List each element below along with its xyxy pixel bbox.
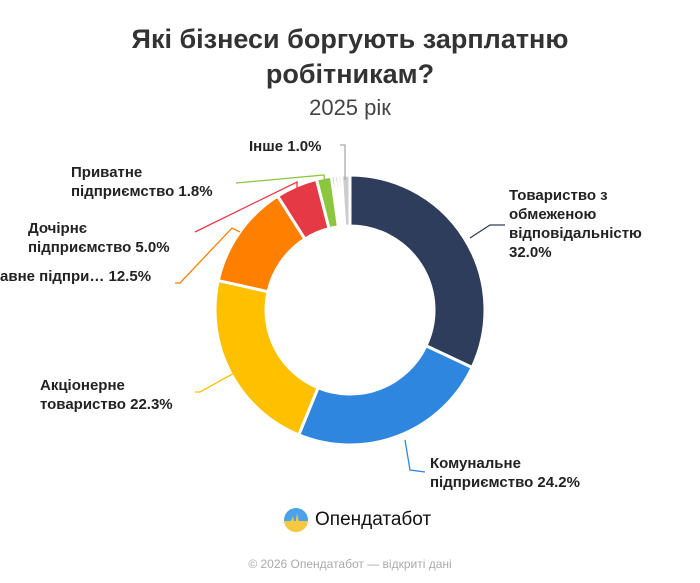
- donut-slice-1: [297, 344, 474, 447]
- label-jsc: Акціонерне товариство 22.3%: [40, 377, 173, 413]
- label-state: авне підпри… 12.5%: [0, 268, 152, 285]
- leader-line-6: [340, 144, 346, 180]
- chart-title: Які бізнеси боргують зарплатню робітника…: [0, 22, 700, 92]
- donut-slice-9: [340, 173, 352, 228]
- donut-slice-2: [213, 279, 320, 437]
- label-subsidiary: Дочірнє підприємство 5.0%: [28, 220, 170, 256]
- label-communal: Комунальне підприємство 24.2%: [430, 455, 580, 491]
- footer: © 2026 Опендатабот — відкриті дані: [248, 557, 452, 571]
- leader-line-5: [235, 174, 326, 185]
- title-line-2: робітникам?: [265, 59, 435, 89]
- chart-subtitle: 2025 рік: [309, 95, 391, 120]
- leader-line-3: [175, 227, 241, 284]
- logo: Опендатабот: [283, 507, 431, 533]
- leader-line-1: [404, 439, 426, 473]
- logo-text: Опендатабот: [315, 509, 432, 530]
- label-private: Приватне підприємство 1.8%: [71, 164, 213, 200]
- label-llc: Товариство з обмеженою відповідальністю …: [509, 187, 642, 261]
- leader-line-0: [469, 224, 505, 239]
- label-other: Інше 1.0%: [249, 138, 322, 155]
- leader-line-4: [194, 180, 298, 233]
- donut-slice-0: [348, 173, 487, 369]
- leader-line-2: [195, 371, 237, 393]
- title-line-1: Які бізнеси боргують зарплатню: [131, 24, 569, 54]
- opendatabot-logo-icon: [284, 508, 308, 532]
